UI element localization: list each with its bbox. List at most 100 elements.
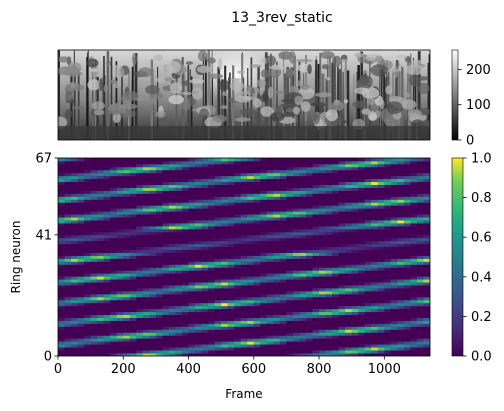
heatmap-cell: [221, 246, 229, 251]
heatmap-cell: [351, 237, 359, 242]
heatmap-cell: [377, 193, 385, 197]
heatmap-cell: [325, 344, 333, 348]
heatmap-cell: [129, 208, 137, 212]
heatmap-cell: [397, 193, 405, 197]
heatmap-cell: [345, 347, 353, 351]
heatmap-cell: [384, 228, 392, 233]
heatmap-cell: [306, 299, 313, 304]
heatmap-cell: [103, 329, 111, 333]
heatmap-cell: [247, 270, 255, 274]
heatmap-cell: [136, 175, 144, 180]
heatmap-cell: [247, 199, 255, 203]
tree-trunk: [191, 76, 193, 140]
heatmap-cell: [64, 217, 72, 221]
heatmap-cell: [306, 223, 313, 227]
heatmap-cell: [338, 270, 346, 274]
heatmap-cell: [58, 296, 65, 301]
tree-trunk: [202, 53, 205, 140]
heatmap-cell: [247, 326, 255, 330]
heatmap-cell: [64, 234, 72, 239]
heatmap-cell: [84, 308, 92, 313]
heatmap-cell: [338, 249, 346, 253]
heatmap-cell: [97, 172, 105, 177]
heatmap-cell: [195, 181, 202, 185]
heatmap-cell: [416, 302, 424, 307]
heatmap-cell: [390, 285, 398, 289]
heatmap-cell: [77, 205, 85, 209]
heatmap-cell: [58, 282, 65, 286]
heatmap-cell: [266, 246, 274, 251]
heatmap-cell: [221, 234, 229, 239]
heatmap-cell: [175, 231, 183, 236]
heatmap-cell: [227, 264, 235, 268]
heatmap-cell: [142, 160, 150, 165]
heatmap-cell: [208, 347, 216, 351]
heatmap-cell: [416, 240, 424, 245]
heatmap-cell: [286, 243, 294, 248]
heatmap-cell: [84, 220, 92, 224]
heatmap-cell: [136, 314, 144, 318]
heatmap-cell: [325, 299, 333, 304]
heatmap-cell: [162, 329, 170, 333]
heatmap-cell: [306, 193, 313, 197]
heatmap-cell: [84, 299, 92, 304]
heatmap-cell: [273, 237, 281, 242]
heatmap-cell: [208, 193, 216, 197]
heatmap-cell: [90, 350, 98, 354]
heatmap-cell: [390, 169, 398, 174]
heatmap-cell: [71, 172, 78, 177]
heatmap-cell: [371, 350, 379, 354]
heatmap-cell: [142, 282, 150, 286]
heatmap-cell: [149, 181, 157, 185]
heatmap-cell: [84, 234, 92, 239]
heatmap-cell: [364, 338, 372, 342]
heatmap-cell: [64, 240, 72, 245]
heatmap-cell: [416, 273, 424, 277]
heatmap-cell: [384, 255, 392, 259]
heatmap-cells: [58, 158, 430, 356]
heatmap-cell: [64, 273, 72, 277]
heatmap-cell: [149, 261, 157, 265]
heatmap-cell: [227, 205, 235, 209]
heatmap-cell: [234, 184, 242, 188]
heatmap-cell: [64, 344, 72, 348]
heatmap-cell: [306, 158, 313, 162]
heatmap-cell: [221, 270, 229, 274]
heatmap-cell: [77, 160, 85, 165]
foliage: [395, 61, 400, 67]
heatmap-cell: [312, 264, 320, 268]
foliage: [325, 109, 339, 122]
heatmap-cell: [234, 234, 242, 239]
heatmap-cell: [279, 344, 287, 348]
heatmap-cell: [338, 178, 346, 183]
heatmap-cell: [384, 214, 392, 218]
heatmap-cell: [208, 353, 216, 356]
heatmap-cell: [266, 234, 274, 239]
heatmap-cell: [266, 166, 274, 171]
heatmap-cell: [116, 290, 124, 295]
heatmap-cell: [58, 311, 65, 316]
heatmap-cell: [286, 205, 294, 209]
heatmap-cell: [279, 282, 287, 286]
heatmap-cell: [240, 231, 248, 236]
heatmap-cell: [312, 258, 320, 262]
heatmap-cell: [279, 205, 287, 209]
heatmap-cell: [227, 172, 235, 177]
heatmap-cell: [234, 172, 242, 177]
heatmap-cell: [292, 228, 300, 233]
heatmap-cell: [208, 228, 216, 233]
heatmap-cell: [319, 296, 326, 301]
heatmap-cell: [358, 208, 366, 212]
heatmap-cell: [58, 299, 65, 304]
heatmap-cell: [123, 320, 131, 324]
heatmap-cell: [325, 158, 333, 162]
foliage: [249, 64, 262, 68]
heatmap-cell: [155, 347, 163, 351]
heatmap-cell: [279, 347, 287, 351]
heatmap-cell: [84, 196, 92, 200]
heatmap-cell: [234, 305, 242, 310]
heatmap-cell: [116, 172, 124, 177]
heatmap-cell: [312, 196, 320, 200]
heatmap-cell: [403, 234, 411, 239]
heatmap-cell: [149, 329, 157, 333]
